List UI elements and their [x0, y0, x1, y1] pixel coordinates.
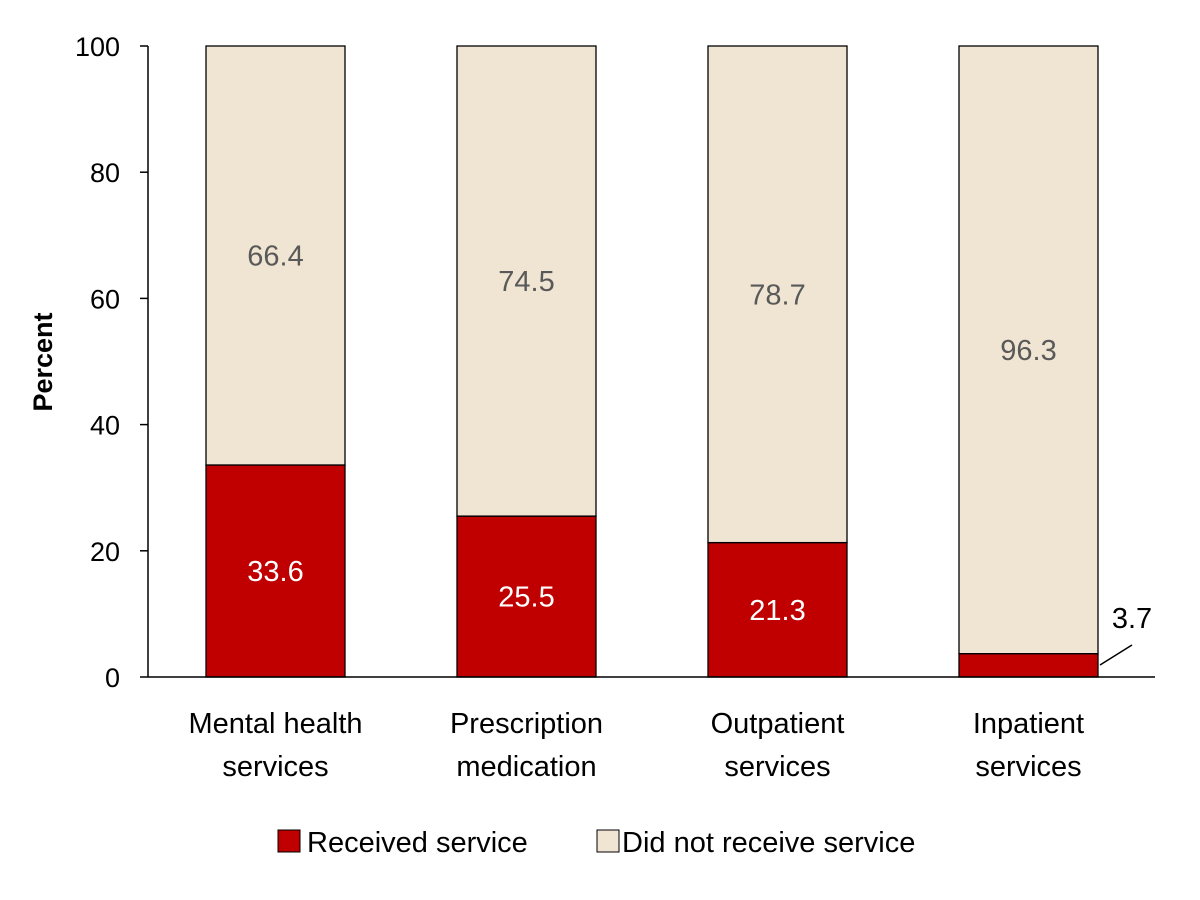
legend-swatch-received: [277, 829, 301, 853]
data-label-not-received: 96.3: [1000, 335, 1056, 367]
data-label-received: 3.7: [1112, 603, 1152, 635]
x-tick-label: Mental health: [188, 708, 362, 740]
y-tick-label: 60: [90, 284, 120, 314]
x-tick-label: medication: [456, 751, 596, 783]
legend: Received service Did not receive service: [277, 827, 915, 859]
bar-not-received: [958, 45, 1099, 655]
y-tick-label: 80: [90, 158, 120, 188]
bar-received: [205, 464, 346, 678]
y-axis-label: Percent: [28, 312, 58, 411]
data-label-received: 21.3: [749, 595, 805, 627]
data-label-received: 33.6: [247, 556, 303, 588]
data-label-not-received: 78.7: [749, 279, 805, 311]
x-tick-label: services: [975, 751, 1081, 783]
legend-label-not-received: Did not receive service: [622, 827, 915, 859]
bar-not-received: [205, 45, 346, 466]
bar-not-received: [456, 45, 597, 517]
y-tick-label: 100: [75, 32, 120, 62]
y-tick-label: 40: [90, 411, 120, 441]
data-label-not-received: 74.5: [498, 266, 554, 298]
y-tick-label: 20: [90, 537, 120, 567]
x-tick-label: services: [222, 751, 328, 783]
bar-received: [707, 541, 848, 678]
legend-swatch-not-received: [596, 829, 620, 853]
x-tick-label: services: [724, 751, 830, 783]
legend-label-received: Received service: [307, 827, 528, 859]
data-label-not-received: 66.4: [247, 240, 303, 272]
y-tick-label: 0: [105, 663, 120, 693]
bar-not-received: [707, 45, 848, 544]
x-tick-label: Prescription: [450, 708, 603, 740]
bar-received: [958, 653, 1099, 678]
x-tick-label: Outpatient: [711, 708, 845, 740]
leader-line: [1099, 644, 1133, 666]
x-tick-label: Inpatient: [973, 708, 1084, 740]
data-label-received: 25.5: [498, 582, 554, 614]
